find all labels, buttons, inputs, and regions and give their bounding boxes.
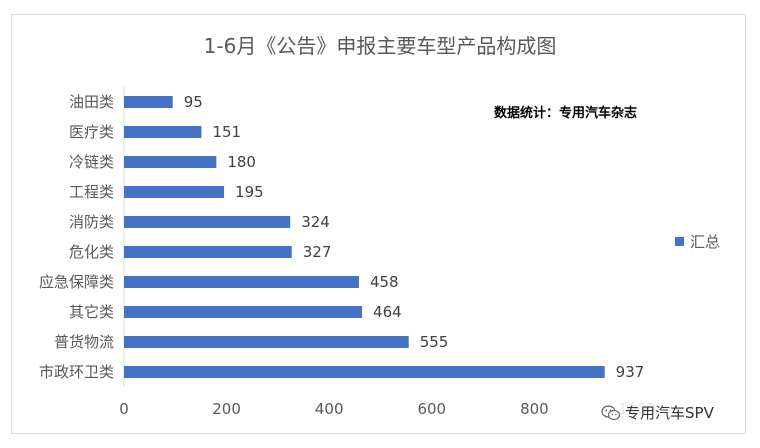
chart-title: 1-6月《公告》申报主要车型产品构成图 (203, 34, 557, 58)
legend-label: 汇总 (690, 233, 721, 251)
data-label: 195 (235, 183, 264, 201)
data-label: 324 (301, 213, 330, 231)
watermark-text: 专用汽车SPV (625, 404, 714, 422)
x-tick-label: 200 (212, 400, 241, 418)
legend: 汇总 (675, 231, 720, 252)
x-tick-label: 0 (119, 400, 129, 418)
data-label: 180 (227, 153, 256, 171)
data-label: 95 (184, 93, 203, 111)
bar (124, 246, 292, 258)
bar (124, 186, 225, 198)
bar (124, 366, 605, 378)
x-tick-label: 400 (315, 400, 344, 418)
category-label: 其它类 (69, 303, 114, 321)
watermark: 专用汽车SPV (597, 402, 718, 423)
category-label: 普货物流 (54, 333, 114, 351)
category-label: 油田类 (69, 93, 114, 111)
bar (124, 276, 359, 288)
bar (124, 156, 217, 168)
data-label: 327 (303, 243, 332, 261)
data-label: 464 (373, 303, 402, 321)
wechat-icon (601, 404, 621, 420)
category-label: 危化类 (69, 243, 114, 261)
bar (124, 96, 173, 108)
data-label: 458 (370, 273, 399, 291)
bar (124, 306, 363, 318)
data-source-annotation: 数据统计：专用汽车杂志 (494, 106, 638, 121)
data-label: 555 (420, 333, 449, 351)
category-label: 应急保障类 (39, 273, 114, 291)
legend-swatch (675, 237, 684, 246)
bar (124, 126, 202, 138)
data-label: 937 (616, 363, 645, 381)
category-label: 市政环卫类 (39, 363, 114, 381)
data-label: 151 (212, 123, 241, 141)
category-label: 冷链类 (69, 153, 114, 171)
category-label: 医疗类 (69, 123, 114, 141)
bar (124, 216, 291, 228)
x-tick-label: 800 (520, 400, 549, 418)
category-label: 工程类 (69, 183, 114, 201)
x-tick-label: 600 (417, 400, 446, 418)
category-label: 消防类 (69, 213, 114, 231)
bar (124, 336, 409, 348)
